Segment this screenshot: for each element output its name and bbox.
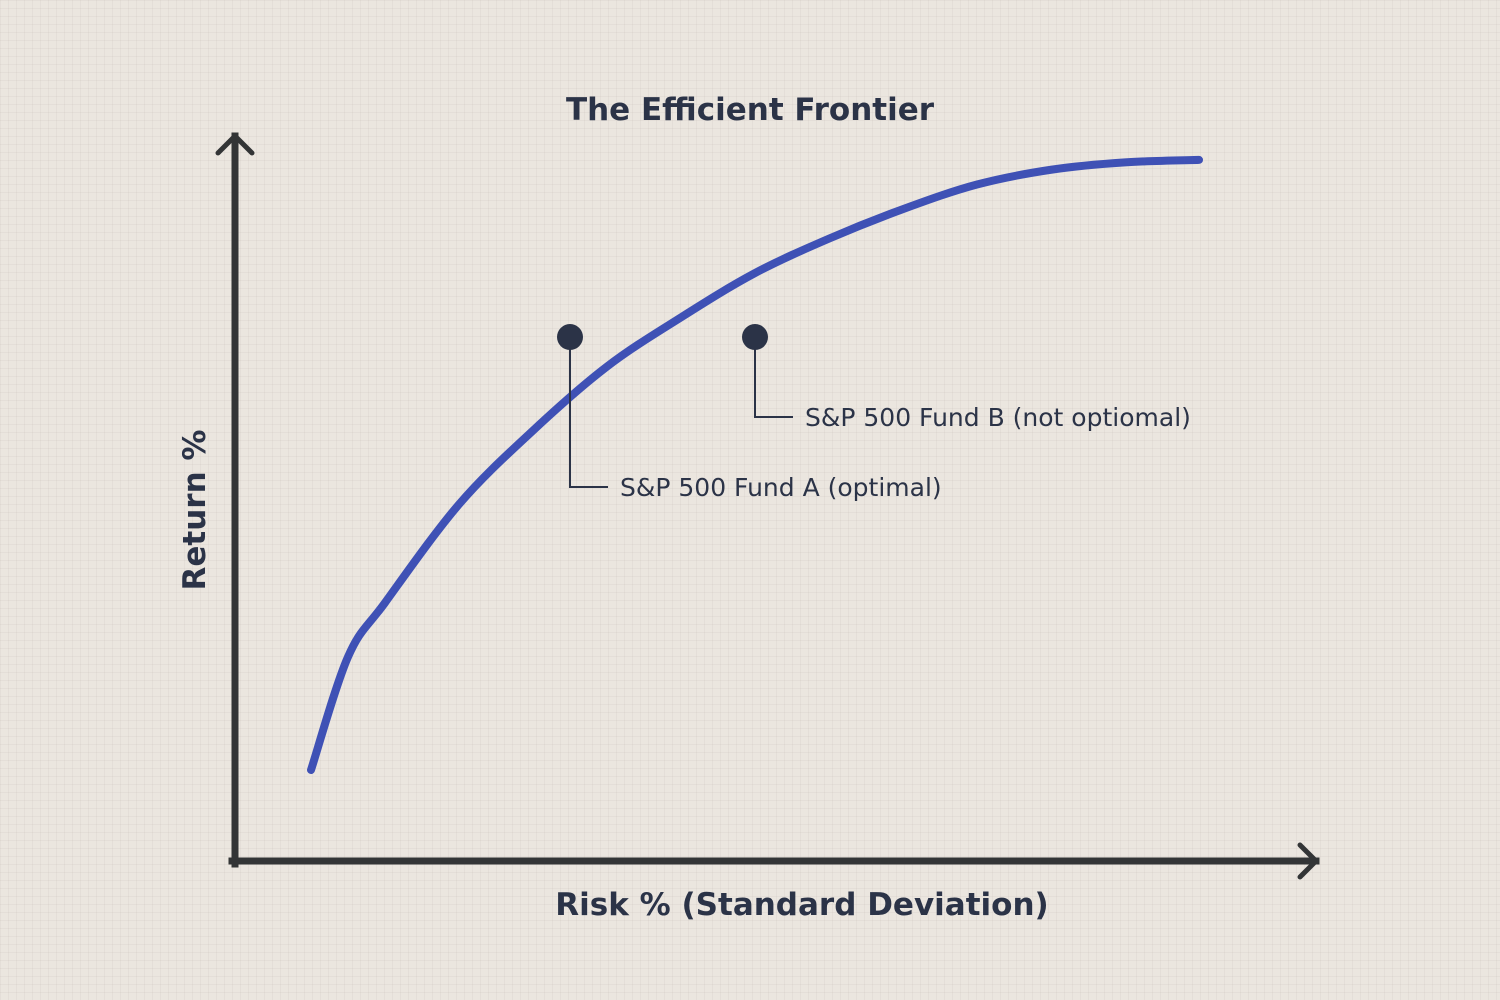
- x-axis-arrow-icon: [1297, 842, 1319, 880]
- y-axis-label: Return %: [177, 430, 213, 591]
- fund-a-marker: S&P 500 Fund A (optimal): [557, 324, 942, 502]
- fund-a-leader-line: [569, 337, 608, 489]
- fund-b-label: S&P 500 Fund B (not optiomal): [805, 403, 1191, 432]
- chart-title: The Efficient Frontier: [566, 92, 935, 128]
- fund-b-point: [742, 324, 768, 351]
- fund-b-marker: S&P 500 Fund B (not optiomal): [742, 324, 1191, 432]
- fund-b-leader-line: [754, 337, 793, 419]
- efficient-frontier-curve: [307, 155, 1203, 774]
- x-axis-label: Risk % (Standard Deviation): [555, 887, 1048, 923]
- fund-a-point: [557, 324, 583, 351]
- y-axis-arrow-icon: [215, 133, 255, 156]
- fund-a-label: S&P 500 Fund A (optimal): [620, 473, 942, 502]
